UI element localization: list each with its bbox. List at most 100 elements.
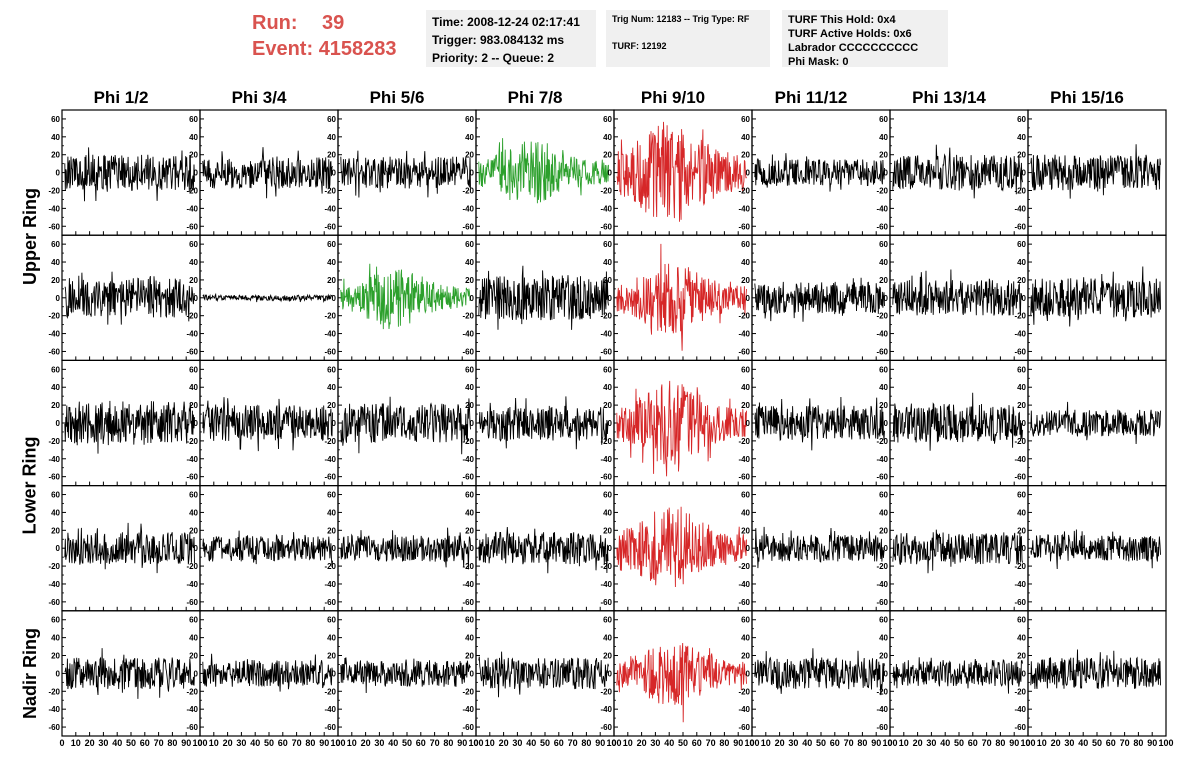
x-tick-label: 70 [706, 738, 716, 748]
y-tick-label: -60 [738, 473, 750, 482]
x-tick-label: 80 [305, 738, 315, 748]
y-tick-label: 40 [741, 634, 750, 643]
y-tick-label: 60 [51, 240, 60, 249]
y-tick-label: 60 [1017, 240, 1026, 249]
x-tick-label: 50 [264, 738, 274, 748]
x-tick-label: 20 [361, 738, 371, 748]
y-tick-label: 0 [1022, 669, 1027, 678]
y-tick-label: 40 [879, 258, 888, 267]
y-tick-label: 40 [465, 133, 474, 142]
y-tick-label: -40 [48, 455, 60, 464]
x-tick-label: 10 [1037, 738, 1047, 748]
y-tick-label: 40 [1017, 508, 1026, 517]
time-info-box: Time: 2008-12-24 02:17:41 Trigger: 983.0… [426, 10, 596, 67]
phi-header-4: Phi 9/10 [640, 88, 706, 107]
waveform-series [202, 397, 333, 452]
x-tick-label: 100 [1158, 738, 1173, 748]
x-tick-label: 70 [982, 738, 992, 748]
y-tick-label: -60 [462, 222, 474, 231]
y-tick-label: 0 [56, 169, 61, 178]
x-tick-label: 100 [606, 738, 621, 748]
x-tick-label: 50 [540, 738, 550, 748]
y-tick-label: 40 [741, 508, 750, 517]
x-tick-label: 10 [347, 738, 357, 748]
waveform-series [340, 527, 471, 570]
y-tick-label: -20 [462, 562, 474, 571]
y-tick-label: -40 [1014, 705, 1026, 714]
y-tick-label: 0 [1022, 294, 1027, 303]
y-tick-label: 40 [327, 383, 336, 392]
y-tick-label: -40 [186, 455, 198, 464]
y-tick-label: 0 [746, 169, 751, 178]
phi-header-5: Phi 11/12 [774, 88, 848, 107]
x-tick-label: 80 [167, 738, 177, 748]
y-tick-label: -60 [1014, 222, 1026, 231]
waveform-series [64, 271, 195, 325]
waveform-series [64, 147, 195, 202]
y-tick-label: -20 [48, 687, 60, 696]
y-tick-label: -20 [600, 312, 612, 321]
y-tick-label: 40 [465, 383, 474, 392]
y-tick-label: -40 [324, 455, 336, 464]
y-tick-label: 0 [470, 669, 475, 678]
y-tick-label: 60 [1017, 115, 1026, 124]
y-tick-label: 20 [1017, 401, 1026, 410]
y-tick-label: -20 [186, 562, 198, 571]
y-tick-label: -20 [48, 437, 60, 446]
phi-header-0: Phi 1/2 [93, 88, 149, 107]
y-tick-label: -20 [1014, 687, 1026, 696]
y-tick-label: 20 [1017, 652, 1026, 661]
y-tick-label: 20 [327, 401, 336, 410]
y-tick-label: -40 [738, 455, 750, 464]
y-tick-label: 60 [327, 240, 336, 249]
y-tick-label: -20 [324, 437, 336, 446]
x-tick-label: 90 [1009, 738, 1019, 748]
y-tick-label: 40 [741, 133, 750, 142]
x-tick-label: 10 [761, 738, 771, 748]
y-tick-label: -40 [186, 705, 198, 714]
x-tick-label: 60 [692, 738, 702, 748]
x-tick-label: 20 [85, 738, 95, 748]
y-tick-label: -60 [186, 347, 198, 356]
y-tick-label: 0 [194, 294, 199, 303]
y-tick-label: 60 [603, 365, 612, 374]
y-tick-label: 20 [879, 276, 888, 285]
x-tick-label: 100 [882, 738, 897, 748]
x-tick-label: 0 [1025, 738, 1030, 748]
y-tick-label: -20 [186, 186, 198, 195]
y-tick-label: 40 [879, 133, 888, 142]
x-tick-label: 20 [223, 738, 233, 748]
y-tick-label: -60 [1014, 723, 1026, 732]
y-tick-label: 60 [51, 365, 60, 374]
waveform-series [754, 277, 885, 322]
y-tick-label: 40 [327, 258, 336, 267]
priority-text: Priority: 2 -- Queue: 2 [432, 51, 555, 65]
y-tick-label: 0 [470, 419, 475, 428]
y-tick-label: -60 [876, 723, 888, 732]
y-tick-label: 40 [603, 258, 612, 267]
x-tick-label: 80 [443, 738, 453, 748]
waveform-series [340, 263, 471, 330]
y-tick-label: 40 [189, 634, 198, 643]
x-tick-label: 40 [1078, 738, 1088, 748]
waveform-series [754, 526, 885, 569]
y-tick-label: 60 [465, 616, 474, 625]
x-tick-label: 30 [650, 738, 660, 748]
y-tick-label: -20 [1014, 312, 1026, 321]
panel-frame [475, 610, 615, 737]
y-tick-label: 60 [51, 616, 60, 625]
y-tick-label: 0 [56, 294, 61, 303]
y-tick-label: 60 [741, 491, 750, 500]
y-tick-label: 0 [332, 419, 337, 428]
y-tick-label: 40 [327, 508, 336, 517]
x-tick-label: 70 [844, 738, 854, 748]
y-tick-label: -60 [1014, 473, 1026, 482]
y-tick-label: 20 [189, 401, 198, 410]
y-tick-label: -20 [324, 562, 336, 571]
y-tick-label: 0 [884, 669, 889, 678]
y-tick-label: 60 [465, 491, 474, 500]
y-tick-label: -20 [324, 312, 336, 321]
y-tick-label: -60 [600, 222, 612, 231]
y-tick-label: 40 [741, 383, 750, 392]
y-tick-label: 20 [465, 151, 474, 160]
